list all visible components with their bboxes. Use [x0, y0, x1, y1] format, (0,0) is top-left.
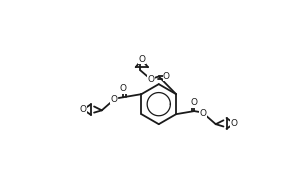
Text: O: O	[200, 109, 207, 118]
Text: O: O	[80, 105, 87, 114]
Text: O: O	[163, 72, 170, 81]
Text: O: O	[191, 98, 198, 107]
Text: O: O	[231, 119, 238, 128]
Text: O: O	[138, 55, 145, 64]
Text: O: O	[111, 95, 118, 104]
Text: O: O	[148, 75, 155, 84]
Text: O: O	[120, 84, 127, 93]
